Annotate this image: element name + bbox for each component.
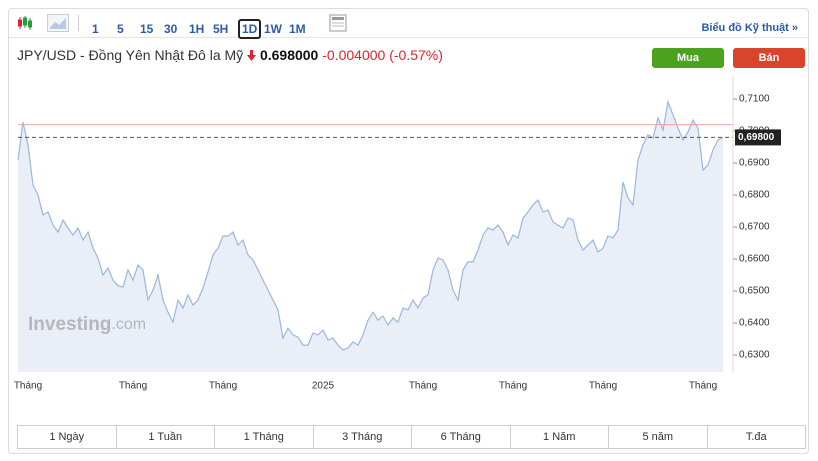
y-tick-label: 0,6600: [739, 254, 770, 265]
interval-button[interactable]: 1: [92, 22, 99, 36]
y-tick-label: 0,6700: [739, 222, 770, 233]
range-button[interactable]: 1 Năm: [511, 426, 609, 448]
interval-button[interactable]: 5: [117, 22, 124, 36]
x-tick-label: Tháng: [689, 381, 717, 392]
y-tick-label: 0,6300: [739, 350, 770, 361]
sell-button[interactable]: Bán: [733, 48, 805, 68]
y-tick-label: 0,7100: [739, 94, 770, 105]
instrument-name: JPY/USD - Đồng Yên Nhật Đô la Mỹ: [17, 47, 244, 63]
range-bar: 1 Ngày 1 Tuần 1 Tháng 3 Tháng 6 Tháng 1 Năm 5 …: [17, 425, 806, 449]
price: 0.698000: [259, 47, 319, 63]
buy-button[interactable]: Mua: [652, 48, 724, 68]
line: [17, 99, 724, 351]
divider: [9, 37, 808, 38]
y-tick-label: 0,6800: [739, 190, 770, 201]
range-button[interactable]: 3 Tháng: [314, 426, 412, 448]
range-button[interactable]: 5 năm: [609, 426, 708, 448]
header: JPY/USD - Đồng Yên Nhật Đô la Mỹ 0.69800…: [17, 47, 443, 63]
y-tick-label: 0,6900: [739, 158, 770, 169]
interval-button[interactable]: 1M: [289, 22, 306, 36]
x-tick-label: 2025: [312, 381, 335, 392]
interval-button[interactable]: 1W: [264, 22, 282, 36]
interval-button[interactable]: 15: [140, 22, 154, 36]
x-tick-label: Tháng: [209, 381, 237, 392]
technical-link[interactable]: Biểu đồ Kỹ thuật »: [701, 22, 798, 34]
y-tick-label: 0,6400: [739, 318, 770, 329]
separator: [78, 15, 79, 31]
chart: Investing.com 0,6300 0,6400 0,6500 0,6600 0,…: [14, 75, 781, 392]
watermark: Investing.com: [28, 314, 146, 335]
x-tick-label: Tháng: [589, 381, 617, 392]
range-button[interactable]: 6 Tháng: [412, 426, 511, 448]
interval-button[interactable]: 1H: [189, 22, 205, 36]
x-tick-label: Tháng: [499, 381, 527, 392]
range-button[interactable]: T.đa: [745, 431, 767, 443]
x-tick-label: Tháng: [14, 381, 42, 392]
price-tag: [735, 129, 781, 146]
watermark-suffix: .com: [111, 316, 146, 333]
y-tick-label: 0,6500: [739, 286, 770, 297]
price-tag-label: 0,69800: [738, 132, 775, 143]
area-icon[interactable]: [47, 14, 69, 32]
change-pct: (-0.57%): [389, 47, 443, 63]
down-arrow: [247, 50, 257, 61]
widget: Biểu đồ Kỹ thuật » JPY/USD - Đồng Yên Nh…: [8, 8, 809, 454]
x-tick-label: Tháng: [119, 381, 147, 392]
range-button[interactable]: 1 Ngày: [18, 426, 117, 448]
settings-icon[interactable]: [329, 14, 347, 32]
range-button[interactable]: 1 Tuần: [117, 426, 215, 448]
interval-button[interactable]: 30: [164, 22, 178, 36]
interval-button[interactable]: 1D: [238, 19, 262, 39]
interval-button[interactable]: 5H: [213, 22, 229, 36]
x-tick-label: Tháng: [409, 381, 437, 392]
candle-icon[interactable]: [17, 15, 33, 31]
range-button[interactable]: 1 Tháng: [215, 426, 314, 448]
change: -0.004000: [322, 47, 386, 63]
watermark-brand: Investing: [28, 314, 111, 335]
